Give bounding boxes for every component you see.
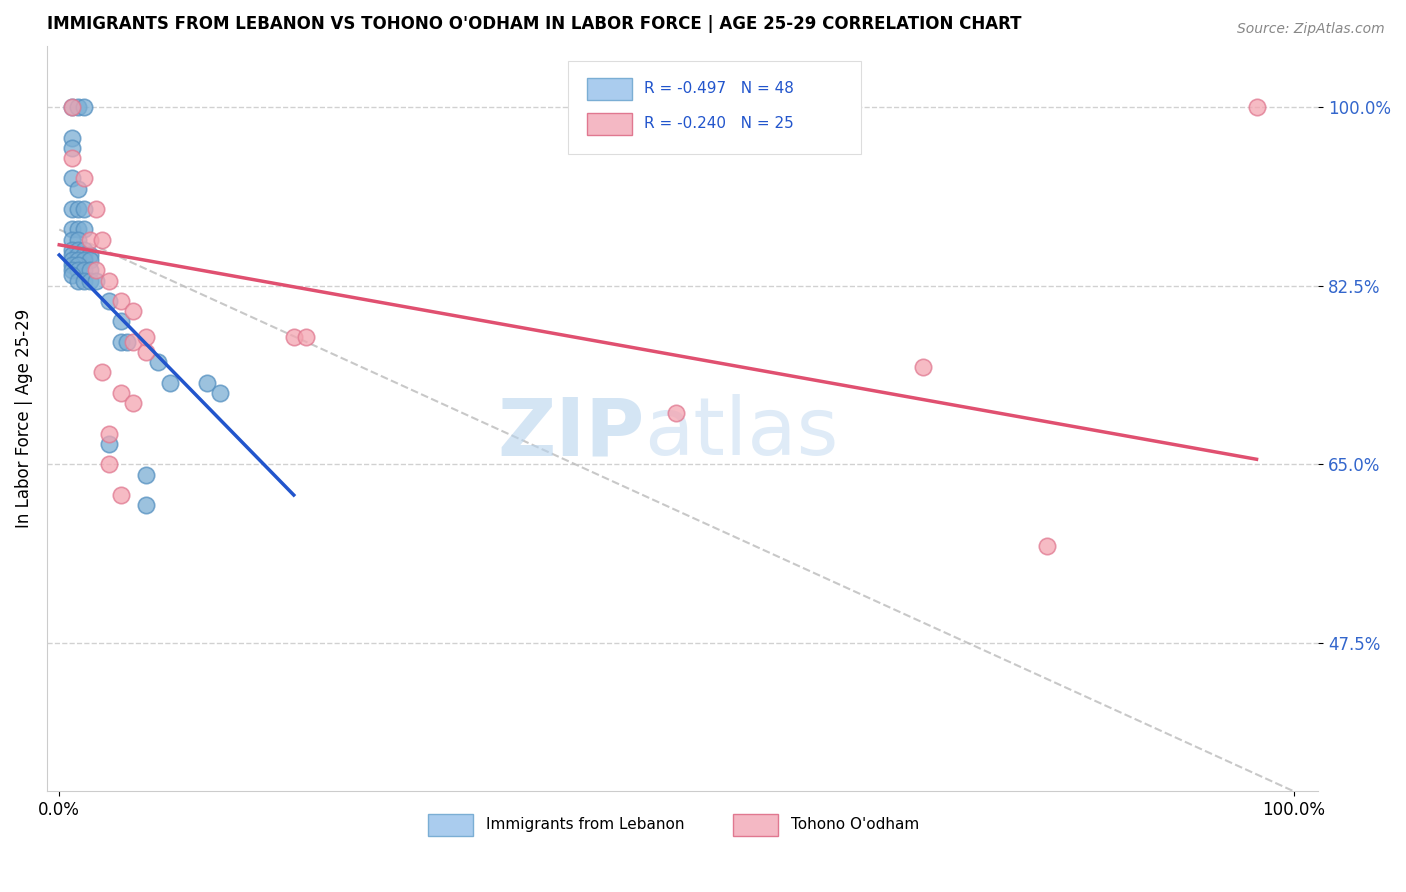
Point (283, 329, 305, 343)
Point (60, 100, 83, 114)
Point (122, 304, 145, 318)
Point (66, 202, 89, 216)
FancyBboxPatch shape (568, 61, 860, 153)
Point (73, 222, 96, 236)
Point (110, 385, 132, 400)
Point (97, 458, 120, 472)
Text: R = -0.240   N = 25: R = -0.240 N = 25 (644, 117, 794, 131)
Text: ZIP: ZIP (498, 394, 644, 473)
Point (66, 243, 89, 257)
Point (60, 141, 83, 155)
Text: Immigrants from Lebanon: Immigrants from Lebanon (485, 817, 683, 832)
Point (60, 130, 83, 145)
Point (79, 233, 101, 247)
Point (135, 498, 157, 512)
Text: Source: ZipAtlas.com: Source: ZipAtlas.com (1237, 22, 1385, 37)
Text: R = -0.497   N = 48: R = -0.497 N = 48 (644, 81, 794, 96)
Point (79, 274, 101, 288)
Point (91, 233, 114, 247)
Text: atlas: atlas (644, 394, 839, 473)
Text: IMMIGRANTS FROM LEBANON VS TOHONO O'ODHAM IN LABOR FORCE | AGE 25-29 CORRELATION: IMMIGRANTS FROM LEBANON VS TOHONO O'ODHA… (46, 15, 1021, 33)
Point (60, 100, 83, 114)
Point (1246, 846, 1268, 860)
Point (60, 248, 83, 262)
Point (73, 202, 96, 216)
Point (66, 181, 89, 195)
Point (60, 171, 83, 186)
Point (79, 248, 101, 262)
Point (97, 293, 120, 308)
Point (135, 345, 157, 359)
Point (73, 100, 96, 114)
Point (195, 376, 218, 390)
Point (159, 376, 181, 390)
Point (73, 243, 96, 257)
Point (84, 202, 107, 216)
Point (84, 263, 107, 277)
Point (66, 100, 89, 114)
Point (91, 366, 114, 380)
Point (60, 243, 83, 257)
Point (97, 437, 120, 451)
Point (66, 263, 89, 277)
Point (79, 263, 101, 277)
Point (66, 248, 89, 262)
Point (1035, 539, 1057, 553)
Point (73, 263, 96, 277)
Point (208, 385, 231, 400)
Point (66, 253, 89, 268)
Text: Tohono O'odham: Tohono O'odham (790, 817, 920, 832)
Point (110, 334, 132, 349)
Point (1246, 100, 1268, 114)
Point (60, 233, 83, 247)
Point (60, 202, 83, 216)
Point (60, 253, 83, 268)
Point (73, 171, 96, 186)
Point (115, 334, 138, 349)
Point (60, 151, 83, 165)
Point (73, 274, 96, 288)
Point (295, 329, 318, 343)
Point (73, 248, 96, 262)
Point (60, 263, 83, 277)
FancyBboxPatch shape (588, 78, 631, 100)
Point (135, 329, 157, 343)
Point (84, 274, 107, 288)
Point (110, 314, 132, 328)
Point (110, 488, 132, 502)
Point (110, 293, 132, 308)
Point (66, 274, 89, 288)
Point (122, 334, 145, 349)
Point (135, 467, 157, 482)
Point (73, 253, 96, 268)
Point (97, 426, 120, 441)
FancyBboxPatch shape (429, 814, 472, 836)
FancyBboxPatch shape (734, 814, 778, 836)
Point (60, 222, 83, 236)
Point (912, 360, 935, 375)
Y-axis label: In Labor Force | Age 25-29: In Labor Force | Age 25-29 (15, 309, 32, 528)
Point (79, 253, 101, 268)
Point (97, 274, 120, 288)
Point (60, 268, 83, 283)
Point (66, 258, 89, 272)
Point (665, 406, 688, 420)
Point (66, 233, 89, 247)
Point (122, 396, 145, 410)
Point (60, 258, 83, 272)
Point (66, 222, 89, 236)
FancyBboxPatch shape (588, 112, 631, 135)
Point (146, 355, 169, 369)
